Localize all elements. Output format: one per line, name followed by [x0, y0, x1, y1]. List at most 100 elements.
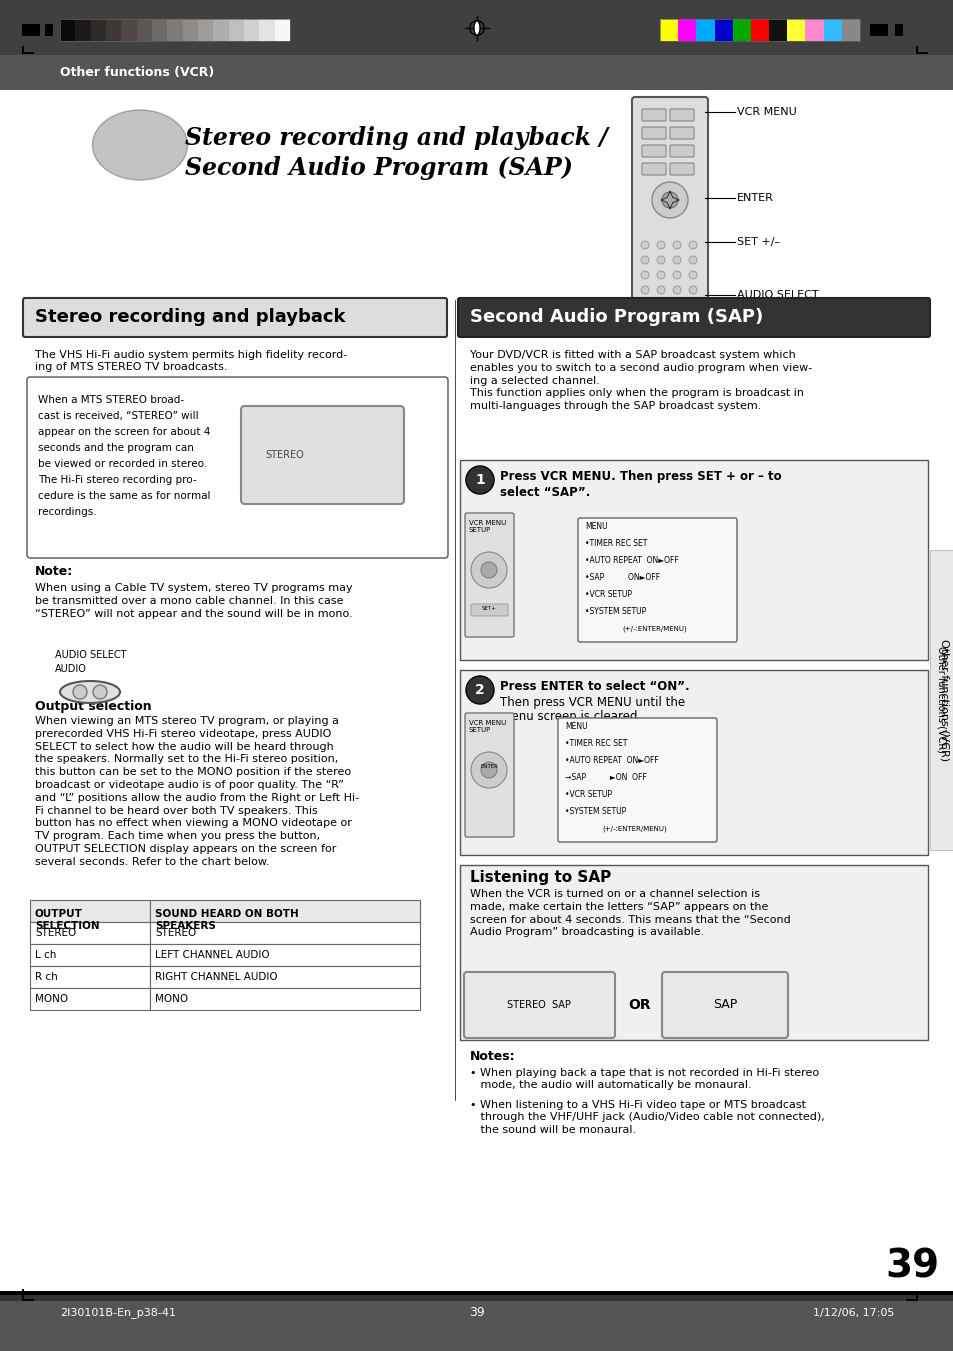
Text: SET+: SET+ [481, 605, 496, 611]
Bar [91, 19, 106, 41]
FancyBboxPatch shape [558, 717, 717, 842]
Bar [0, 0, 953, 55]
Circle shape [657, 240, 664, 249]
Bar [30, 900, 150, 939]
FancyBboxPatch shape [241, 407, 403, 504]
FancyBboxPatch shape [641, 109, 665, 122]
Text: STEREO: STEREO [35, 928, 76, 938]
Bar [229, 19, 244, 41]
Text: Listening to SAP: Listening to SAP [470, 870, 611, 885]
Bar [915, 51, 927, 54]
Bar [915, 1289, 917, 1301]
Bar [30, 988, 150, 1011]
Text: Press VCR MENU. Then press SET + or – to: Press VCR MENU. Then press SET + or – to [499, 470, 781, 484]
FancyBboxPatch shape [471, 604, 507, 616]
Text: STEREO: STEREO [265, 450, 304, 459]
Text: When viewing an MTS stereo TV program, or playing a
prerecorded VHS Hi-Fi stereo: When viewing an MTS stereo TV program, o… [35, 716, 358, 867]
Text: AUDIO SELECT: AUDIO SELECT [55, 650, 127, 661]
FancyBboxPatch shape [578, 517, 737, 642]
Text: MONO: MONO [154, 994, 188, 1004]
Text: •SAP          ON►OFF: •SAP ON►OFF [584, 573, 659, 582]
Bar [678, 19, 696, 41]
Bar [106, 19, 121, 41]
Circle shape [73, 685, 87, 698]
Text: •VCR SETUP: •VCR SETUP [564, 790, 612, 798]
Text: Note:: Note: [35, 565, 73, 578]
Text: 2I30101B-En_p38-41: 2I30101B-En_p38-41 [60, 1308, 175, 1319]
Text: •VCR SETUP: •VCR SETUP [584, 590, 631, 598]
Bar [0, 1301, 953, 1351]
Text: VCR MENU
SETUP: VCR MENU SETUP [469, 720, 506, 734]
Text: Then press VCR MENU until the: Then press VCR MENU until the [499, 696, 684, 709]
Bar [768, 19, 786, 41]
FancyBboxPatch shape [27, 377, 448, 558]
FancyBboxPatch shape [23, 299, 447, 336]
Text: ENTER: ENTER [479, 765, 497, 770]
Bar [929, 550, 953, 850]
Text: select “SAP”.: select “SAP”. [499, 486, 590, 499]
FancyBboxPatch shape [464, 513, 514, 638]
Text: Second Audio Program (SAP): Second Audio Program (SAP) [185, 155, 572, 180]
Bar [150, 900, 419, 939]
Text: 39: 39 [884, 1247, 938, 1285]
Bar [22, 1300, 34, 1301]
FancyBboxPatch shape [464, 713, 514, 838]
Text: Stereo recording and playback /: Stereo recording and playback / [185, 126, 607, 150]
Bar [30, 966, 150, 988]
Bar [150, 988, 419, 1011]
Text: VCR MENU: VCR MENU [737, 107, 796, 118]
FancyBboxPatch shape [641, 145, 665, 157]
Bar [696, 19, 714, 41]
Circle shape [471, 753, 506, 788]
Bar [22, 24, 40, 36]
Circle shape [672, 286, 680, 295]
Bar [22, 46, 24, 54]
Circle shape [640, 240, 648, 249]
Text: OUTPUT
SELECTION: OUTPUT SELECTION [35, 909, 99, 931]
Bar [152, 19, 167, 41]
Text: MENU: MENU [564, 721, 587, 731]
Bar [750, 19, 768, 41]
Circle shape [657, 286, 664, 295]
Text: AUDIO: AUDIO [55, 663, 87, 674]
Text: Output selection: Output selection [35, 700, 152, 713]
Bar [0, 1296, 953, 1301]
Text: When using a Cable TV system, stereo TV programs may
be transmitted over a mono : When using a Cable TV system, stereo TV … [35, 584, 353, 619]
Circle shape [688, 255, 697, 263]
FancyBboxPatch shape [669, 145, 693, 157]
Bar [60, 19, 290, 41]
Circle shape [688, 272, 697, 280]
Text: (+/-:ENTER/MENU): (+/-:ENTER/MENU) [602, 825, 667, 832]
Text: ing of MTS STEREO TV broadcasts.: ing of MTS STEREO TV broadcasts. [35, 362, 227, 372]
Text: R ch: R ch [35, 971, 58, 982]
Bar [822, 19, 841, 41]
Text: menu screen is cleared.: menu screen is cleared. [499, 711, 640, 723]
Ellipse shape [92, 109, 188, 180]
Bar [213, 19, 229, 41]
Bar [22, 51, 34, 54]
Bar [0, 55, 953, 91]
Text: cedure is the same as for normal: cedure is the same as for normal [38, 490, 211, 501]
Bar [150, 944, 419, 966]
Text: •AUTO REPEAT  ON►OFF: •AUTO REPEAT ON►OFF [584, 557, 678, 565]
Bar [167, 19, 182, 41]
FancyBboxPatch shape [459, 459, 927, 661]
Text: The Hi-Fi stereo recording pro-: The Hi-Fi stereo recording pro- [38, 476, 196, 485]
Text: SET +/–: SET +/– [737, 236, 780, 247]
Bar [198, 19, 213, 41]
Text: OR: OR [628, 998, 651, 1012]
Text: seconds and the program can: seconds and the program can [38, 443, 193, 453]
Circle shape [640, 255, 648, 263]
Bar [915, 46, 917, 54]
Circle shape [640, 272, 648, 280]
Bar [30, 921, 150, 944]
Circle shape [465, 466, 494, 494]
Bar [714, 19, 732, 41]
Bar [905, 1300, 917, 1301]
Bar [150, 966, 419, 988]
Text: Second Audio Program (SAP): Second Audio Program (SAP) [470, 308, 762, 326]
Bar [150, 921, 419, 944]
Circle shape [661, 192, 678, 208]
Text: SAP: SAP [712, 998, 737, 1012]
Bar [659, 19, 859, 41]
